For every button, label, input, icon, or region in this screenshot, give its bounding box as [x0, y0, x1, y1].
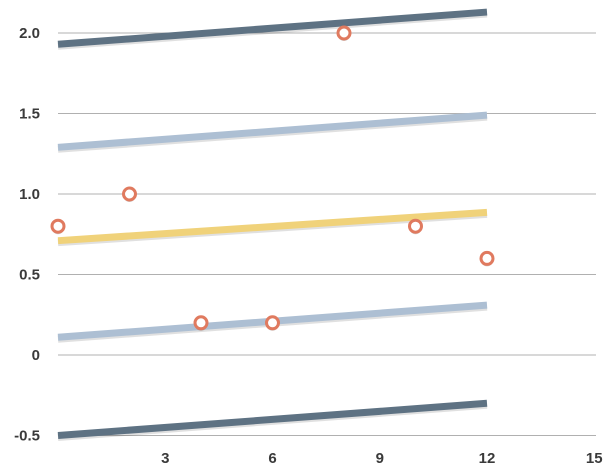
band-layer [57, 8, 488, 441]
y-tick-label: 1.0 [19, 186, 40, 203]
data-point [408, 218, 423, 234]
data-point [265, 315, 280, 331]
series-line [57, 208, 488, 245]
y-tick-label: 0 [32, 347, 40, 364]
label-layer: -0.5 0 0.5 1.0 1.5 2.0 3 6 9 12 15 [14, 25, 602, 467]
grid-layer [58, 32, 596, 436]
data-point [122, 186, 137, 202]
data-point [193, 315, 209, 331]
x-tick-label: 3 [161, 450, 169, 467]
series-line [57, 111, 488, 151]
series-line [57, 399, 488, 439]
x-tick-label: 9 [376, 450, 384, 467]
x-tick-label: 15 [586, 450, 603, 467]
point-layer [50, 25, 495, 331]
y-tick-label: 2.0 [19, 25, 40, 42]
y-tick-label: -0.5 [14, 428, 40, 445]
data-point [50, 218, 66, 234]
x-tick-label: 6 [268, 450, 276, 467]
data-point [479, 250, 495, 266]
x-tick-label: 12 [479, 450, 496, 467]
y-tick-label: 1.5 [19, 106, 40, 123]
series-line [57, 8, 488, 48]
data-point [336, 25, 352, 41]
y-tick-label: 0.5 [19, 267, 40, 284]
